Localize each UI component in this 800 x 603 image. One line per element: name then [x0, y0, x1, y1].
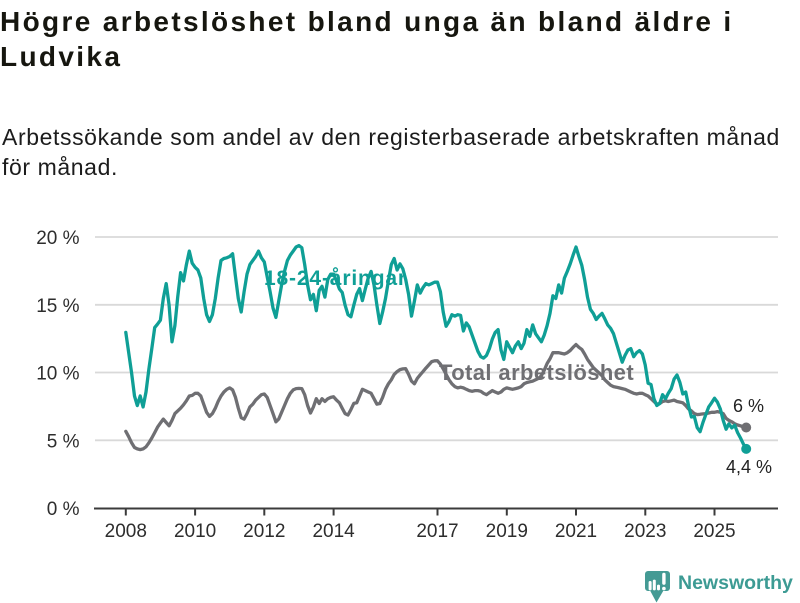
svg-text:2023: 2023: [624, 521, 666, 542]
svg-text:Total arbetslöshet: Total arbetslöshet: [439, 360, 634, 385]
svg-text:2019: 2019: [486, 521, 528, 542]
svg-text:2012: 2012: [243, 521, 285, 542]
svg-text:4,4 %: 4,4 %: [726, 457, 772, 477]
svg-text:2025: 2025: [693, 521, 735, 542]
svg-text:0 %: 0 %: [47, 499, 80, 520]
svg-text:6 %: 6 %: [733, 396, 764, 416]
svg-text:2014: 2014: [312, 521, 355, 542]
svg-text:2017: 2017: [416, 521, 458, 542]
svg-text:2021: 2021: [555, 521, 597, 542]
svg-text:15 %: 15 %: [36, 296, 79, 317]
svg-text:20 %: 20 %: [36, 228, 79, 249]
svg-text:2010: 2010: [174, 521, 216, 542]
svg-text:10 %: 10 %: [36, 364, 79, 385]
svg-text:5 %: 5 %: [47, 431, 80, 452]
svg-text:18-24-åringar: 18-24-åringar: [264, 267, 407, 290]
svg-text:2008: 2008: [105, 521, 147, 542]
